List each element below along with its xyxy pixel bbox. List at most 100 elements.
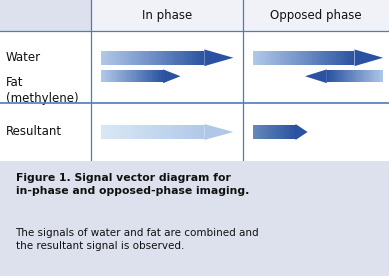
Bar [364, 70, 365, 82]
Bar [154, 70, 156, 82]
Bar [91, 0, 389, 31]
Bar [357, 70, 358, 82]
Bar [293, 125, 294, 139]
Bar [153, 51, 155, 65]
Bar [359, 70, 361, 82]
Bar [365, 70, 366, 82]
Bar [147, 51, 149, 65]
Bar [265, 125, 266, 139]
Bar [105, 125, 107, 139]
Bar [144, 51, 147, 65]
Bar [140, 70, 141, 82]
Bar [153, 70, 154, 82]
Bar [362, 70, 363, 82]
Bar [361, 70, 362, 82]
Bar [149, 70, 151, 82]
Bar [161, 51, 163, 65]
Bar [286, 125, 287, 139]
Bar [334, 70, 335, 82]
Bar [310, 51, 312, 65]
Bar [340, 51, 342, 65]
Bar [138, 70, 140, 82]
Bar [151, 70, 152, 82]
Bar [261, 125, 262, 139]
Bar [277, 51, 279, 65]
Bar [342, 70, 343, 82]
Bar [273, 51, 275, 65]
Bar [121, 70, 122, 82]
Bar [320, 51, 322, 65]
Bar [269, 51, 271, 65]
Bar [373, 70, 374, 82]
Bar [261, 51, 263, 65]
Bar [281, 125, 282, 139]
Bar [256, 125, 257, 139]
Bar [375, 70, 377, 82]
Bar [331, 70, 333, 82]
Polygon shape [354, 49, 383, 66]
Bar [345, 70, 346, 82]
Bar [122, 70, 123, 82]
Bar [162, 70, 163, 82]
Bar [358, 70, 359, 82]
Bar [134, 125, 136, 139]
Bar [102, 70, 103, 82]
Bar [142, 70, 143, 82]
Bar [157, 51, 159, 65]
Bar [327, 70, 328, 82]
Bar [124, 51, 126, 65]
Bar [173, 51, 175, 65]
Bar [103, 125, 105, 139]
Bar [314, 51, 316, 65]
Bar [163, 51, 165, 65]
Bar [377, 70, 378, 82]
Bar [151, 125, 153, 139]
Bar [287, 125, 288, 139]
Bar [133, 70, 135, 82]
Bar [283, 125, 284, 139]
Bar [147, 125, 149, 139]
Bar [130, 70, 131, 82]
Bar [0, 102, 389, 161]
Bar [343, 70, 344, 82]
Bar [274, 125, 275, 139]
Bar [194, 51, 196, 65]
Bar [263, 125, 264, 139]
Bar [157, 70, 158, 82]
Bar [105, 70, 106, 82]
Bar [335, 70, 336, 82]
Bar [259, 51, 261, 65]
Bar [142, 125, 144, 139]
Bar [330, 51, 332, 65]
Bar [126, 125, 128, 139]
Bar [109, 51, 112, 65]
Bar [271, 51, 273, 65]
Bar [169, 51, 171, 65]
Bar [196, 125, 198, 139]
Text: Fat
(methylene): Fat (methylene) [6, 76, 79, 105]
Bar [292, 125, 293, 139]
Bar [268, 125, 269, 139]
Bar [366, 70, 367, 82]
Bar [277, 125, 278, 139]
Bar [374, 70, 375, 82]
Bar [140, 125, 142, 139]
Bar [165, 125, 167, 139]
Bar [330, 70, 331, 82]
Bar [259, 125, 260, 139]
Bar [352, 70, 353, 82]
Bar [117, 51, 120, 65]
Bar [192, 51, 194, 65]
Bar [304, 51, 306, 65]
Bar [123, 70, 124, 82]
Bar [136, 125, 138, 139]
Bar [312, 51, 314, 65]
Bar [300, 51, 301, 65]
Bar [344, 70, 345, 82]
Bar [109, 70, 110, 82]
Bar [326, 51, 328, 65]
Bar [144, 125, 147, 139]
Bar [381, 70, 382, 82]
Bar [182, 51, 184, 65]
Bar [140, 51, 142, 65]
